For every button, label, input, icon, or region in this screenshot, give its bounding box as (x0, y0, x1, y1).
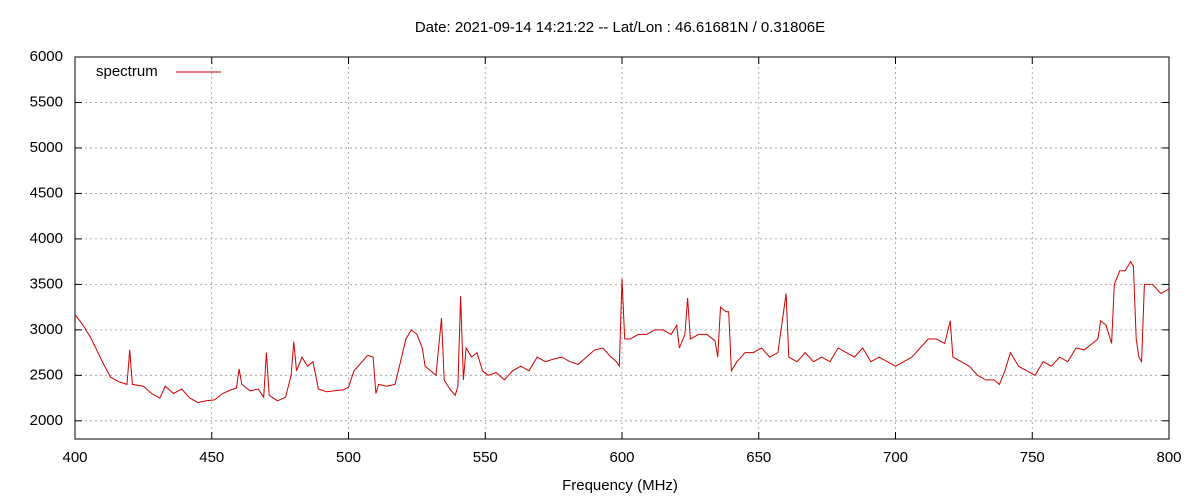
y-tick-label: 6000 (30, 48, 63, 65)
x-tick-label: 600 (609, 449, 634, 466)
x-tick-label: 500 (336, 449, 361, 466)
x-tick-label: 450 (199, 449, 224, 466)
x-axis-label: Frequency (MHz) (562, 477, 678, 494)
x-tick-label: 400 (62, 449, 87, 466)
y-tick-label: 2500 (30, 366, 63, 383)
y-tick-label: 3500 (30, 275, 63, 292)
x-tick-label: 700 (883, 449, 908, 466)
x-tick-label: 650 (746, 449, 771, 466)
x-tick-label: 800 (1156, 449, 1181, 466)
y-tick-label: 5500 (30, 93, 63, 110)
y-tick-label: 3000 (30, 321, 63, 338)
x-tick-label: 550 (473, 449, 498, 466)
x-tick-label: 750 (1020, 449, 1045, 466)
spectrum-line (74, 260, 1170, 404)
y-tick-label: 5000 (30, 139, 63, 156)
y-tick-label: 4500 (30, 184, 63, 201)
y-tick-label: 4000 (30, 230, 63, 247)
y-tick-label: 2000 (30, 412, 63, 429)
plot-frame (74, 56, 1170, 440)
legend-label: spectrum (96, 63, 158, 80)
chart-title: Date: 2021-09-14 14:21:22 -- Lat/Lon : 4… (415, 19, 825, 36)
